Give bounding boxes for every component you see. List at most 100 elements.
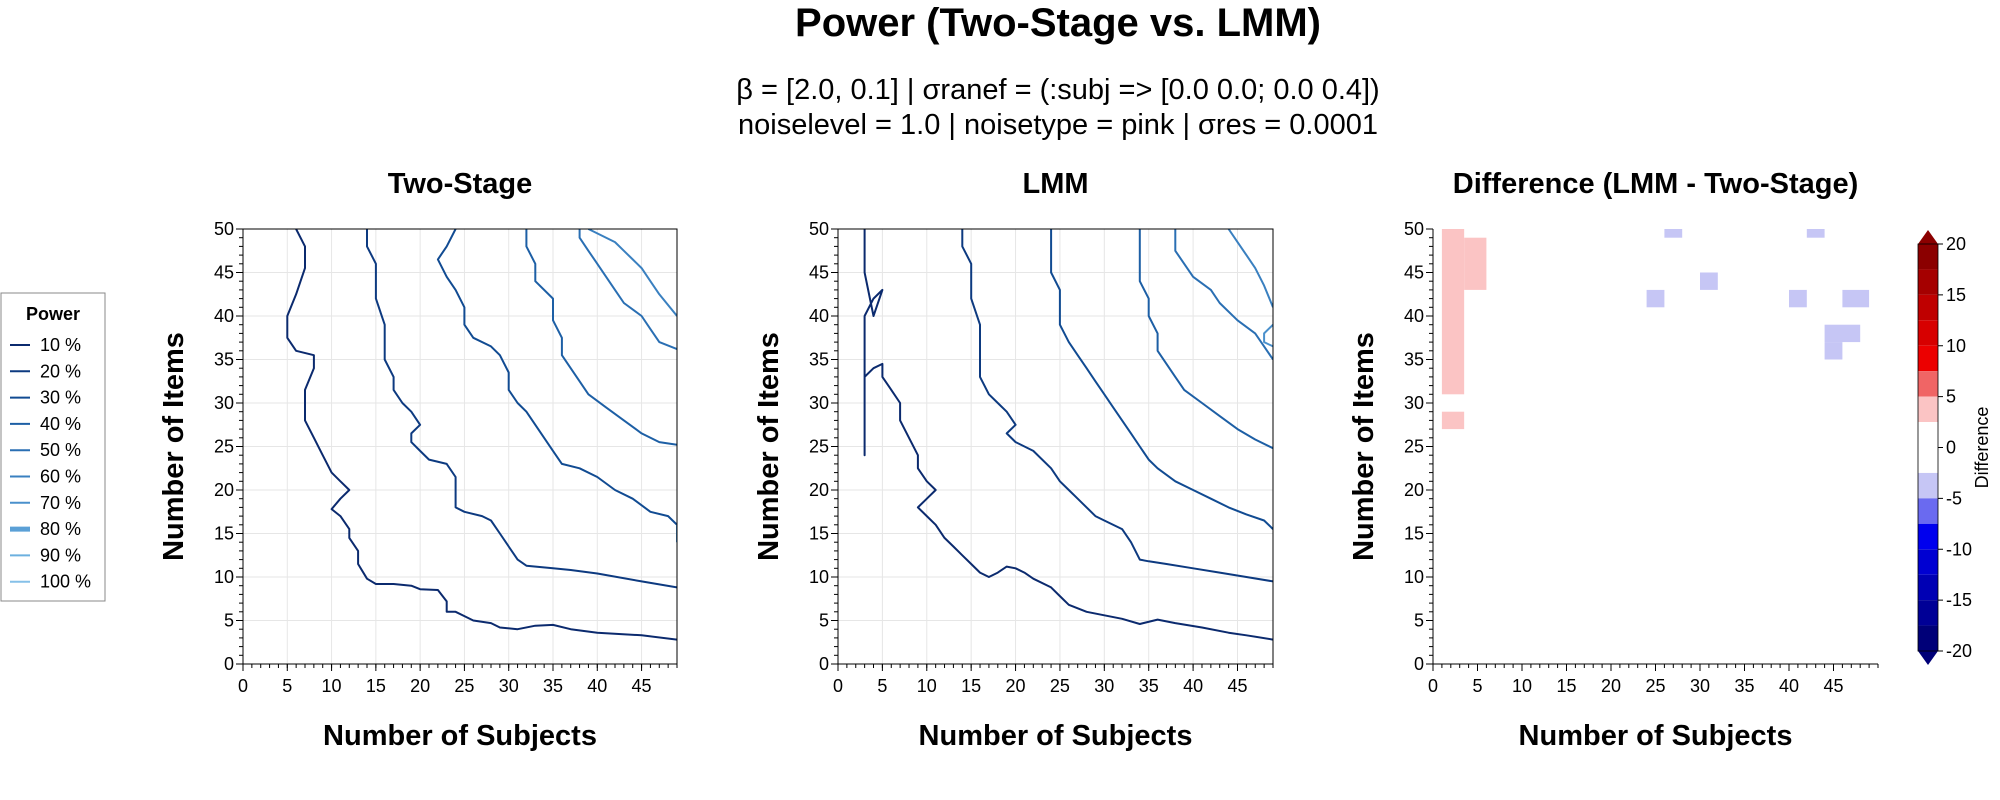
- y-tick-label: 30: [214, 393, 234, 413]
- x-tick-label: 10: [322, 676, 342, 696]
- contour-line-10pct: [286, 229, 677, 641]
- heatmap-cell: [1664, 229, 1683, 238]
- y-tick-label: 25: [809, 437, 829, 457]
- colorbar-segment: [1918, 574, 1938, 601]
- legend-title: Power: [26, 304, 80, 324]
- contour-line-40pct: [525, 229, 677, 446]
- legend-label: 80 %: [40, 519, 81, 539]
- x-tick-label: 10: [917, 676, 937, 696]
- heatmap-cell: [1464, 237, 1487, 290]
- contour-line-50pct: [1174, 229, 1273, 361]
- colorbar-min-arrow: [1918, 651, 1938, 665]
- colorbar-tick-label: -5: [1946, 488, 1962, 508]
- legend-label: 20 %: [40, 361, 81, 381]
- y-tick-label: 15: [214, 524, 234, 544]
- contour-line-40pct: [1138, 229, 1273, 450]
- y-tick-label: 20: [214, 480, 234, 500]
- y-axis-label: Number of Items: [158, 332, 190, 561]
- x-tick-label: 35: [543, 676, 563, 696]
- power-legend: Power 10 % 20 % 30 % 40 % 50 % 60 % 70 % 80 % 90…: [0, 292, 106, 602]
- colorbar-tick-label: -20: [1946, 641, 1972, 661]
- plot-data: [1441, 229, 1870, 430]
- panel-two-stage: 0 5 10 15 20 25 30 35 40 45 0 5 10 15 20 25 30 35 40 45 50 Tw…: [158, 168, 678, 752]
- x-tick-label: 15: [366, 676, 386, 696]
- colorbar-label: Difference: [1972, 407, 1992, 489]
- contour-line-30pct: [1050, 229, 1273, 530]
- x-tick-label: 30: [1690, 676, 1710, 696]
- y-tick-label: 50: [214, 219, 234, 239]
- y-tick-label: 15: [809, 524, 829, 544]
- figure-subtitle-line1: β = [2.0, 0.1] | σranef = (:subj => [0.0…: [736, 74, 1379, 106]
- contour-line-70pct: [1263, 323, 1273, 348]
- y-tick-label: 35: [809, 350, 829, 370]
- panel-title: Two-Stage: [388, 168, 532, 200]
- legend-label: 70 %: [40, 493, 81, 513]
- x-tick-label: 0: [238, 676, 248, 696]
- colorbar-segment: [1918, 269, 1938, 295]
- legend-label: 40 %: [40, 414, 81, 434]
- figure-title: Power (Two-Stage vs. LMM): [795, 1, 1321, 45]
- colorbar-tick-label: 15: [1946, 285, 1966, 305]
- colorbar-max-arrow: [1918, 230, 1938, 244]
- panel-difference: 0 5 10 15 20 25 30 35 40 45 0 5 10 15 20 25 30 35 40 45 50 Di…: [1348, 168, 1879, 752]
- x-tick-label: 20: [410, 676, 430, 696]
- heatmap-cell: [1441, 411, 1465, 430]
- colorbar-tick-label: 5: [1946, 387, 1956, 407]
- x-tick-label: 40: [587, 676, 607, 696]
- y-tick-label: 5: [819, 611, 829, 631]
- x-tick-label: 30: [499, 676, 519, 696]
- colorbar-segment: [1918, 523, 1938, 550]
- panel-title: Difference (LMM - Two-Stage): [1453, 168, 1858, 200]
- colorbar-segment: [1918, 371, 1938, 397]
- y-tick-label: 0: [1414, 654, 1424, 674]
- y-axis-label: Number of Items: [1348, 332, 1380, 561]
- colorbar-segment: [1918, 294, 1938, 321]
- x-tick-label: 35: [1734, 676, 1754, 696]
- x-tick-label: 20: [1601, 676, 1621, 696]
- x-tick-label: 10: [1512, 676, 1532, 696]
- y-tick-label: 45: [214, 263, 234, 283]
- legend-label: 60 %: [40, 467, 81, 487]
- y-tick-label: 50: [1404, 219, 1424, 239]
- y-tick-label: 30: [1404, 393, 1424, 413]
- panel-title: LMM: [1022, 168, 1088, 200]
- y-tick-label: 50: [809, 219, 829, 239]
- y-tick-label: 5: [224, 611, 234, 631]
- x-tick-label: 20: [1006, 676, 1026, 696]
- heatmap-cell: [1824, 324, 1861, 343]
- legend-label: 10 %: [40, 335, 81, 355]
- plot-data: [286, 229, 677, 641]
- y-tick-label: 40: [214, 306, 234, 326]
- x-tick-label: 15: [1556, 676, 1576, 696]
- x-tick-label: 5: [877, 676, 887, 696]
- legend-label: 30 %: [40, 388, 81, 408]
- contour-line-30pct: [436, 229, 677, 526]
- heatmap-cell: [1824, 342, 1843, 360]
- y-tick-label: 35: [1404, 350, 1424, 370]
- colorbar-segment: [1918, 549, 1938, 575]
- heatmap-cell: [1441, 229, 1465, 395]
- contour-line-60pct: [587, 229, 677, 317]
- plot-data: [863, 229, 1273, 641]
- x-tick-label: 0: [833, 676, 843, 696]
- heatmap-cell: [1646, 289, 1665, 308]
- y-tick-label: 45: [1404, 263, 1424, 283]
- x-tick-label: 5: [282, 676, 292, 696]
- x-tick-label: 25: [1645, 676, 1665, 696]
- y-tick-label: 20: [809, 480, 829, 500]
- colorbar-segment: [1918, 345, 1938, 372]
- colorbar-segment: [1918, 320, 1938, 346]
- x-tick-label: 30: [1094, 676, 1114, 696]
- contour-line-20pct: [366, 229, 677, 589]
- contour-line-60pct: [1227, 229, 1273, 308]
- x-tick-label: 25: [1050, 676, 1070, 696]
- y-tick-label: 20: [1404, 480, 1424, 500]
- x-axis-label: Number of Subjects: [323, 720, 597, 752]
- colorbar-segment: [1918, 422, 1938, 448]
- x-tick-label: 45: [1823, 676, 1843, 696]
- legend-label: 90 %: [40, 545, 81, 565]
- y-tick-label: 35: [214, 350, 234, 370]
- x-tick-label: 15: [961, 676, 981, 696]
- heatmap-cell: [1700, 272, 1718, 290]
